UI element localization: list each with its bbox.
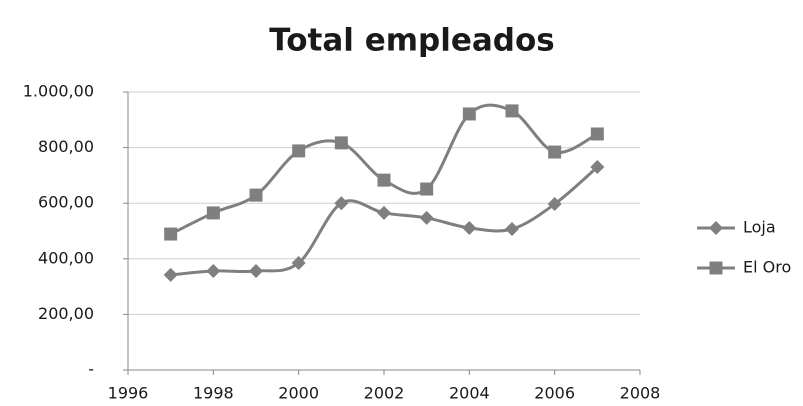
marker (206, 264, 221, 279)
marker (206, 206, 220, 220)
x-tick-label: 2002 (364, 384, 405, 403)
y-tick-label: 800,00 (38, 137, 94, 156)
y-tick-label: 200,00 (38, 304, 94, 323)
marker (505, 222, 519, 237)
legend-label: El Oro (743, 258, 791, 277)
y-tick-label: 600,00 (38, 193, 94, 212)
marker (377, 205, 391, 220)
marker (590, 160, 605, 175)
marker (419, 210, 434, 225)
x-tick-label: 1998 (193, 384, 234, 403)
y-tick-label: - (88, 360, 94, 379)
x-tick-label: 2006 (534, 384, 575, 403)
marker (377, 173, 391, 187)
marker (547, 197, 562, 212)
marker (291, 255, 306, 270)
marker (462, 107, 476, 121)
marker (249, 188, 263, 202)
y-tick-label: 400,00 (38, 248, 94, 267)
x-tick-label: 1996 (108, 384, 149, 403)
marker (334, 136, 348, 150)
marker (163, 267, 178, 282)
x-tick-label: 2000 (278, 384, 319, 403)
x-tick-label: 2004 (449, 384, 490, 403)
marker (292, 144, 306, 158)
marker (709, 261, 723, 275)
marker (505, 104, 519, 118)
y-tick-label: 1.000,00 (23, 82, 94, 101)
marker (709, 221, 723, 235)
marker (164, 227, 178, 241)
marker (420, 182, 434, 196)
legend-label: Loja (743, 218, 776, 237)
chart-title: Total empleados (269, 23, 555, 59)
marker (462, 220, 477, 235)
marker (590, 127, 604, 141)
x-tick-label: 2008 (620, 384, 661, 403)
marker (334, 196, 349, 211)
marker (249, 264, 263, 279)
marker (548, 145, 562, 159)
